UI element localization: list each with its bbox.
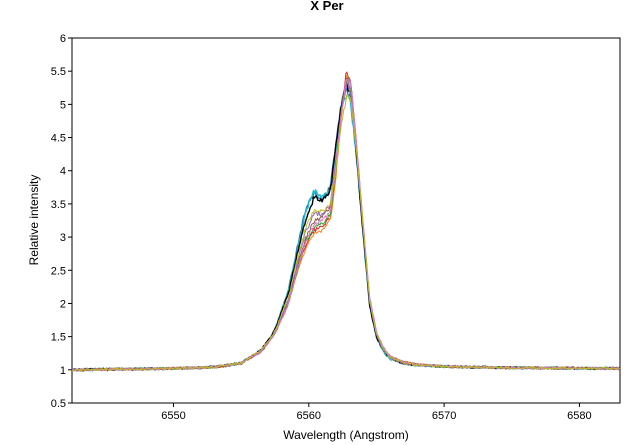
y-tick-label: 4.5 xyxy=(51,133,66,145)
y-tick-label: 4 xyxy=(60,166,66,178)
y-tick-label: 1 xyxy=(60,365,66,377)
chart-title: X Per xyxy=(310,0,343,13)
y-tick-label: 5.5 xyxy=(51,66,66,78)
series-line xyxy=(71,94,621,372)
y-tick-label: 2 xyxy=(60,298,66,310)
plot-frame xyxy=(71,37,621,404)
series-group xyxy=(71,71,621,372)
y-tick-label: 0.5 xyxy=(51,398,66,410)
x-tick-label: 6560 xyxy=(297,410,321,422)
y-axis: 0.5 1 1.5 2 2.5 3 3.5 4 4.5 5 5.5 6 xyxy=(51,33,72,410)
y-tick-label: 2.5 xyxy=(51,265,66,277)
x-tick-label: 6570 xyxy=(432,410,456,422)
x-tick-label: 6550 xyxy=(161,410,185,422)
y-tick-label: 5 xyxy=(60,99,66,111)
x-tick-label: 6580 xyxy=(567,410,591,422)
y-tick-label: 1.5 xyxy=(51,332,66,344)
series-line xyxy=(71,79,621,372)
y-tick-label: 3.5 xyxy=(51,199,66,211)
x-axis-label: Wavelength (Angstrom) xyxy=(283,428,409,442)
plot-area xyxy=(71,37,621,404)
y-tick-label: 3 xyxy=(60,232,66,244)
x-axis: 6550 6560 6570 6580 xyxy=(161,403,592,422)
y-axis-label: Relative intensity xyxy=(27,175,41,266)
y-tick-label: 6 xyxy=(60,33,66,45)
